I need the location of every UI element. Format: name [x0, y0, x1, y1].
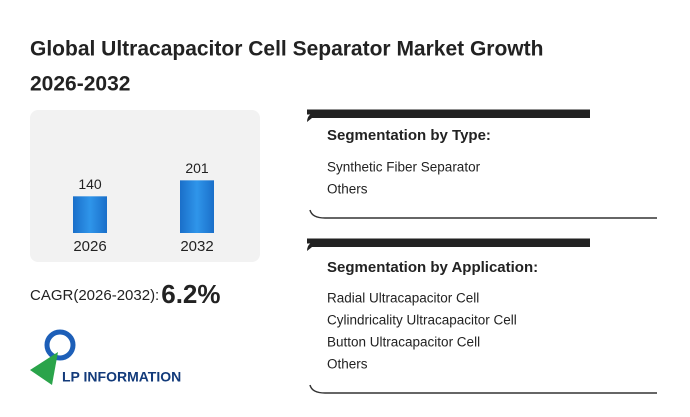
cagr-label: CAGR(2026-2032): — [30, 287, 159, 304]
segment-item: Others — [327, 357, 368, 372]
chart-panel — [30, 110, 260, 262]
bar — [73, 196, 107, 233]
segment-item: Cylindricality Ultracapacitor Cell — [327, 313, 517, 328]
cagr-value: 6.2% — [161, 279, 220, 309]
bar — [180, 180, 214, 233]
category-label: 2026 — [73, 238, 106, 255]
bar-chart: 140 2026 201 2032 — [73, 160, 214, 255]
category-label: 2032 — [180, 238, 213, 255]
segment-item: Others — [327, 182, 368, 197]
segment-panel: Segmentation by Application: Radial Ultr… — [307, 238, 657, 394]
segment-item: Button Ultracapacitor Cell — [327, 335, 480, 350]
title: 2026-2032 — [30, 73, 130, 96]
logo: LP INFORMATION — [30, 329, 181, 385]
segment-panel: Segmentation by Type: Synthetic Fiber Se… — [307, 109, 657, 219]
segment-heading: Segmentation by Type: — [327, 127, 491, 144]
segment-heading: Segmentation by Application: — [327, 259, 538, 276]
segment-item: Synthetic Fiber Separator — [327, 160, 481, 175]
logo-text: LP INFORMATION — [62, 369, 181, 385]
value-label: 140 — [78, 176, 102, 192]
segment-item: Radial Ultracapacitor Cell — [327, 291, 479, 306]
value-label: 201 — [185, 160, 209, 176]
title: Global Ultracapacitor Cell Separator Mar… — [30, 38, 543, 61]
